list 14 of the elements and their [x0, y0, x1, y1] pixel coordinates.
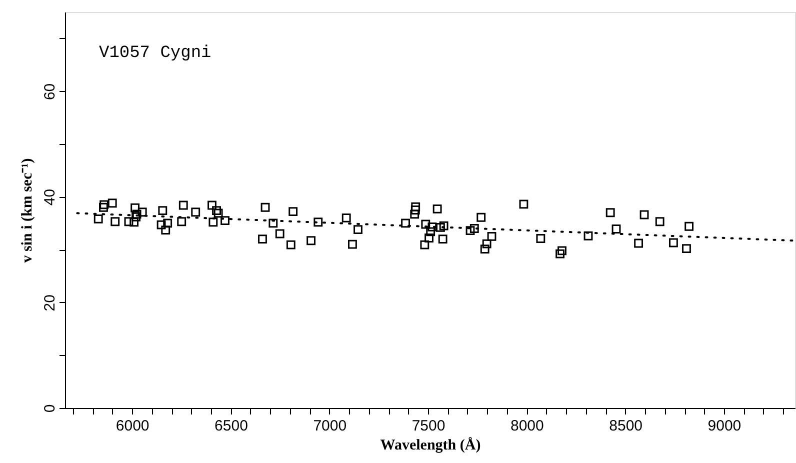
y-tick-label: 40 [42, 188, 58, 206]
x-tick-label: 8000 [510, 418, 544, 434]
x-tick-label: 8500 [609, 418, 643, 434]
x-tick-label: 7500 [412, 418, 446, 434]
x-tick-label: 6000 [116, 418, 150, 434]
y-tick-label: 0 [42, 404, 58, 413]
x-tick-label: 9000 [708, 418, 742, 434]
x-axis-title: Wavelength (Å) [380, 436, 481, 454]
y-axis-title: v sin i (km sec⁻¹) [20, 158, 36, 263]
x-tick-label: 6500 [214, 418, 248, 434]
y-tick-label: 60 [42, 83, 58, 100]
annotation: V1057 Cygni [99, 44, 212, 63]
x-tick-label: 7000 [313, 418, 347, 434]
y-tick-label: 20 [42, 294, 58, 312]
